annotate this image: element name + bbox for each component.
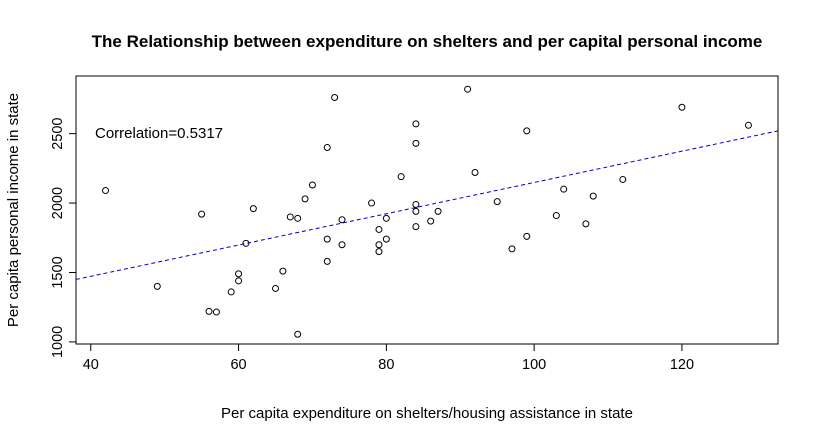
- x-tick-label: 80: [378, 357, 394, 373]
- data-point: [464, 85, 472, 93]
- data-point: [589, 192, 597, 200]
- data-point: [471, 169, 479, 177]
- data-point: [338, 241, 346, 249]
- data-point: [412, 223, 420, 231]
- data-point: [153, 282, 161, 290]
- y-axis-label: Per capita personal income in state: [5, 93, 22, 327]
- data-point: [523, 127, 531, 135]
- x-axis-label: Per capita expenditure on shelters/housi…: [221, 405, 633, 422]
- data-point: [368, 199, 376, 207]
- x-tick-label: 120: [670, 357, 694, 373]
- data-point: [678, 103, 686, 111]
- trend-line: [75, 130, 779, 280]
- y-tick-label: 2000: [50, 187, 66, 219]
- y-tick-label: 2500: [50, 117, 66, 149]
- data-point: [412, 207, 420, 215]
- data-point: [427, 217, 435, 225]
- data-point: [323, 144, 331, 152]
- data-point: [338, 216, 346, 224]
- data-point: [493, 198, 501, 206]
- data-point: [242, 239, 250, 247]
- data-point: [235, 270, 243, 278]
- data-point: [744, 121, 752, 129]
- data-point: [523, 232, 531, 240]
- data-point: [412, 139, 420, 147]
- data-point: [382, 214, 390, 222]
- data-point: [331, 94, 339, 102]
- plot-frame: [75, 75, 779, 345]
- data-point: [434, 207, 442, 215]
- data-point: [560, 185, 568, 193]
- data-point: [301, 195, 309, 203]
- data-point: [308, 181, 316, 189]
- data-point: [272, 284, 280, 292]
- data-point: [397, 173, 405, 181]
- data-point: [294, 214, 302, 222]
- chart-title: The Relationship between expenditure on …: [92, 32, 763, 51]
- data-point: [375, 225, 383, 233]
- data-points: [102, 85, 752, 338]
- data-point: [412, 200, 420, 208]
- data-point: [249, 205, 257, 213]
- data-point: [279, 267, 287, 275]
- data-point: [323, 235, 331, 243]
- data-point: [205, 307, 213, 315]
- data-point: [323, 257, 331, 265]
- x-axis: 40 60 80 100 120: [83, 343, 694, 373]
- data-point: [619, 175, 627, 183]
- y-axis: 1000 1500 2000 2500: [50, 117, 77, 358]
- data-point: [382, 235, 390, 243]
- data-point: [508, 245, 516, 253]
- data-point: [286, 213, 294, 221]
- data-point: [552, 212, 560, 220]
- data-point: [375, 248, 383, 256]
- data-point: [235, 277, 243, 285]
- data-point: [412, 120, 420, 128]
- data-point: [102, 187, 110, 195]
- y-tick-label: 1000: [50, 326, 66, 358]
- data-point: [212, 308, 220, 316]
- x-tick-label: 100: [522, 357, 546, 373]
- data-point: [198, 210, 206, 218]
- data-point: [582, 220, 590, 228]
- correlation-annotation: Correlation=0.5317: [95, 125, 223, 142]
- data-point: [375, 241, 383, 249]
- data-point: [294, 330, 302, 338]
- y-tick-label: 1500: [50, 256, 66, 288]
- data-point: [227, 288, 235, 296]
- x-tick-label: 40: [83, 357, 99, 373]
- x-tick-label: 60: [230, 357, 246, 373]
